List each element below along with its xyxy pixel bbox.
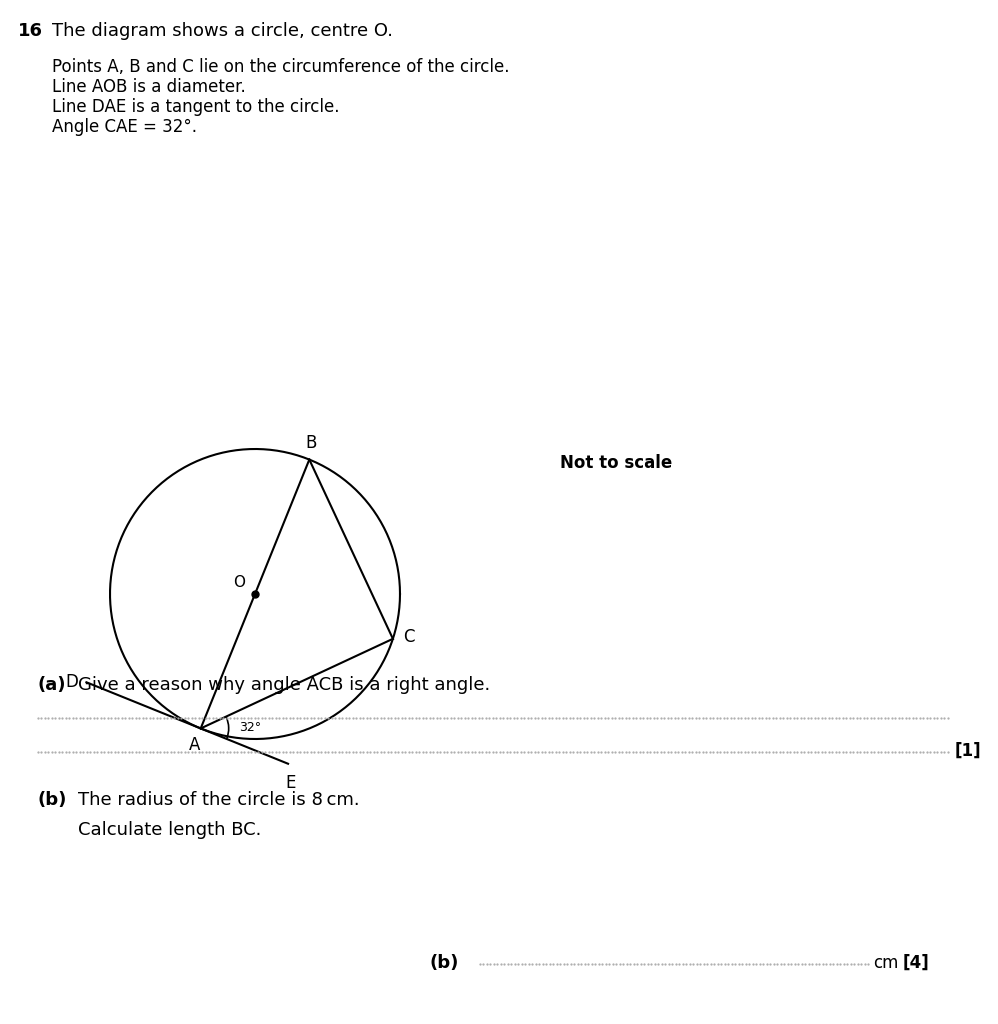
Text: B: B: [305, 433, 317, 452]
Text: [1]: [1]: [955, 742, 982, 760]
Text: Give a reason why angle ACB is a right angle.: Give a reason why angle ACB is a right a…: [78, 676, 490, 694]
Text: The radius of the circle is 8 cm.: The radius of the circle is 8 cm.: [78, 791, 359, 809]
Text: A: A: [189, 736, 201, 755]
Text: 16: 16: [18, 22, 43, 40]
Text: cm: cm: [873, 954, 898, 972]
Text: Line AOB is a diameter.: Line AOB is a diameter.: [52, 78, 246, 96]
Text: Points A, B and C lie on the circumference of the circle.: Points A, B and C lie on the circumferen…: [52, 58, 510, 76]
Text: (b): (b): [430, 954, 459, 972]
Text: E: E: [284, 774, 295, 792]
Text: Not to scale: Not to scale: [560, 454, 673, 472]
Text: Calculate length BC.: Calculate length BC.: [78, 821, 261, 839]
Text: (a): (a): [38, 676, 67, 694]
Text: The diagram shows a circle, centre O.: The diagram shows a circle, centre O.: [52, 22, 393, 40]
Text: [4]: [4]: [903, 954, 930, 972]
Text: Angle CAE = 32°.: Angle CAE = 32°.: [52, 118, 197, 136]
Text: 32°: 32°: [239, 721, 260, 734]
Text: C: C: [403, 628, 414, 646]
Text: O: O: [233, 575, 245, 590]
Text: Line DAE is a tangent to the circle.: Line DAE is a tangent to the circle.: [52, 98, 339, 116]
Text: (b): (b): [38, 791, 68, 809]
Text: D: D: [66, 673, 79, 691]
